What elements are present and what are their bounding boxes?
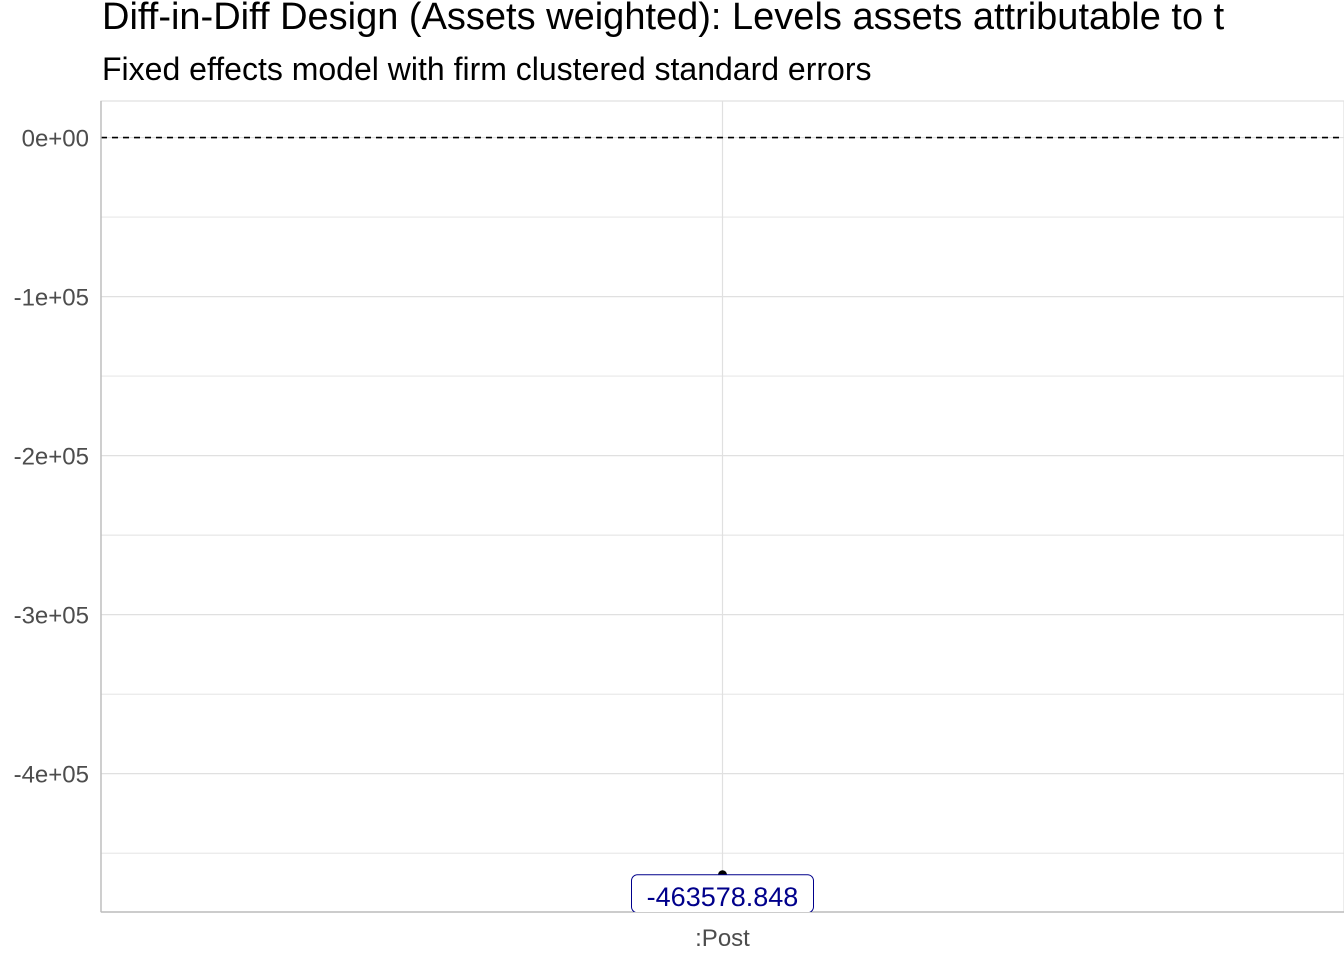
y-tick-label: -4e+05 <box>14 762 89 789</box>
x-tick-label: :Post <box>695 925 750 952</box>
y-tick-label: -1e+05 <box>14 285 89 312</box>
tick-label-layer: 0e+00 -1e+05 -2e+05 -3e+05 -4e+05 :Post <box>14 126 751 952</box>
y-tick-label: 0e+00 <box>22 126 89 153</box>
y-tick-label: -3e+05 <box>14 603 89 630</box>
data-label: -463578.848 <box>632 875 814 913</box>
data-label-text: -463578.848 <box>647 882 799 912</box>
y-tick-label: -2e+05 <box>14 444 89 471</box>
grid-layer <box>101 101 1344 912</box>
mark-layer: -463578.848 <box>632 870 814 913</box>
